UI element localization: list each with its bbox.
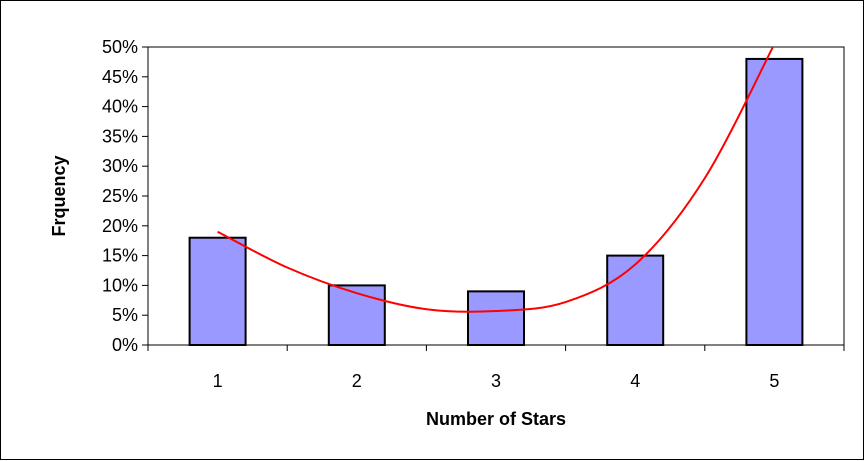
bar-4 [606, 254, 665, 347]
y-tick-label: 5% [112, 305, 138, 325]
y-tick-label: 20% [102, 216, 138, 236]
trendline [217, 47, 775, 313]
y-tick-label: 25% [102, 186, 138, 206]
y-axis-title: Frquency [49, 155, 69, 236]
bar-3 [467, 290, 525, 346]
axes: 0% 5% 10% 15% 20% 25% 30% 35% 40% 45% 50% 1 2 3 4 5 [102, 37, 845, 391]
y-tick-label: 30% [102, 156, 138, 176]
y-tick-label: 0% [112, 335, 138, 355]
bar-1 [188, 236, 247, 346]
y-tick-label: 50% [102, 37, 138, 57]
x-tick-label: 1 [213, 371, 223, 391]
x-tick-label: 2 [352, 371, 362, 391]
trendline-layer [217, 47, 775, 313]
y-tick-label: 40% [102, 97, 138, 117]
bar-5 [745, 57, 804, 346]
x-tick-label: 5 [769, 371, 779, 391]
y-tick-label: 35% [102, 126, 138, 146]
x-axis-title: Number of Stars [426, 409, 566, 429]
y-tick-label: 15% [102, 246, 138, 266]
x-tick-label: 3 [491, 371, 501, 391]
y-tick-label: 10% [102, 275, 138, 295]
y-tick-label: 45% [102, 67, 138, 87]
bars [188, 57, 804, 347]
bar-2 [327, 284, 386, 346]
x-tick-label: 4 [630, 371, 640, 391]
